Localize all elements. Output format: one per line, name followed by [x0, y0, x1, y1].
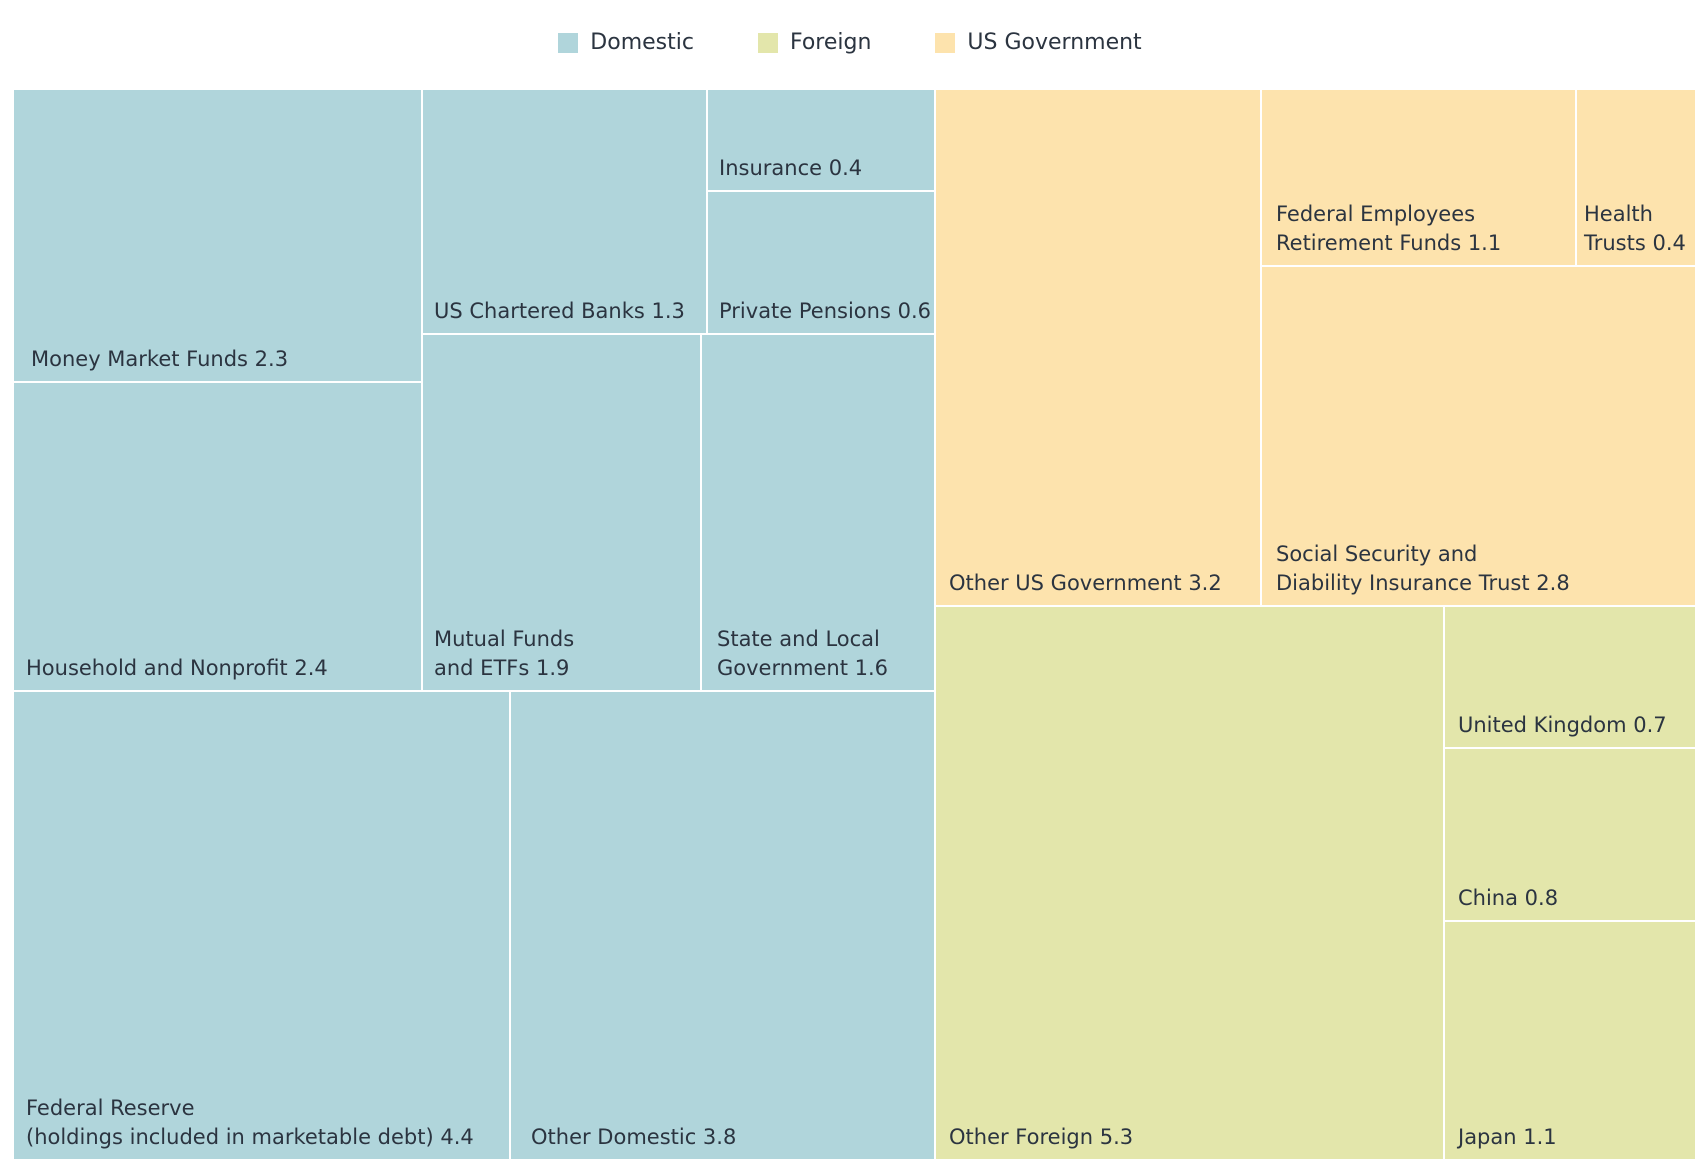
tile-mutual-funds-and-etfs: Mutual Funds and ETFs 1.9: [421, 333, 702, 692]
tile-label-money-market-funds: Money Market Funds 2.3: [31, 347, 288, 371]
legend-swatch-domestic: [558, 32, 579, 53]
tile-insurance: Insurance 0.4: [706, 88, 936, 192]
legend-item-foreign: Foreign: [757, 30, 872, 55]
tile-label-japan: Japan 1.1: [1456, 1125, 1557, 1149]
tile-label-household-and-nonprofit: Household and Nonprofit 2.4: [26, 656, 328, 680]
tile-label-health-trusts-line-2: Trusts 0.4: [1583, 231, 1686, 255]
chart-legend: Domestic Foreign US Government: [0, 30, 1700, 55]
tile-rect-household-and-nonprofit: [12, 381, 423, 692]
tile-other-foreign: Other Foreign 5.3: [934, 605, 1445, 1161]
tile-rect-other-domestic: [509, 690, 936, 1161]
tile-rect-united-kingdom: [1443, 605, 1697, 749]
tile-label-other-domestic: Other Domestic 3.8: [531, 1125, 736, 1149]
tile-household-and-nonprofit: Household and Nonprofit 2.4: [12, 381, 423, 692]
legend-item-us-government: US Government: [935, 30, 1142, 55]
tile-rect-mutual-funds-and-etfs: [421, 333, 702, 692]
tile-rect-money-market-funds: [12, 88, 423, 383]
tile-rect-japan: [1443, 920, 1697, 1161]
tile-label-federal-reserve-line-1: Federal Reserve: [26, 1096, 195, 1120]
tile-us-chartered-banks: US Chartered Banks 1.3: [421, 88, 708, 335]
tile-label-china: China 0.8: [1458, 886, 1558, 910]
tile-rect-china: [1443, 747, 1697, 922]
tile-japan: Japan 1.1: [1443, 920, 1697, 1161]
legend-swatch-us-government: [935, 32, 956, 53]
tile-label-state-and-local-government-line-2: Government 1.6: [717, 656, 888, 680]
tile-label-federal-reserve-line-2: (holdings included in marketable debt) 4…: [26, 1125, 474, 1149]
tile-label-health-trusts-line-1: Health: [1584, 202, 1653, 226]
tile-label-social-security-and-disability-insurance-trust-line-1: Social Security and: [1276, 542, 1477, 566]
tile-label-united-kingdom: United Kingdom 0.7: [1458, 713, 1667, 737]
tile-federal-reserve: Federal Reserve (holdings included in mar…: [12, 690, 511, 1161]
tile-state-and-local-government: State and Local Government 1.6: [700, 333, 936, 692]
tile-private-pensions: Private Pensions 0.6: [706, 190, 936, 335]
tile-other-domestic: Other Domestic 3.8: [509, 690, 936, 1161]
tile-money-market-funds: Money Market Funds 2.3: [12, 88, 423, 383]
tile-label-state-and-local-government-line-1: State and Local: [717, 627, 880, 651]
tile-rect-other-us-government: [934, 88, 1262, 607]
tile-health-trusts: Health Trusts 0.4: [1575, 88, 1697, 267]
tile-label-other-us-government: Other US Government 3.2: [949, 571, 1222, 595]
tile-rect-health-trusts: [1575, 88, 1697, 267]
tile-label-insurance: Insurance 0.4: [719, 156, 862, 180]
tile-china: China 0.8: [1443, 747, 1697, 922]
tile-label-other-foreign: Other Foreign 5.3: [949, 1125, 1133, 1149]
tile-federal-employees-retirement-funds: Federal Employees Retirement Funds 1.1: [1260, 88, 1577, 267]
tile-rect-federal-reserve: [12, 690, 511, 1161]
legend-label-foreign: Foreign: [789, 30, 872, 55]
tile-rect-social-security-and-disability-insurance-trust: [1260, 265, 1697, 607]
tile-rect-us-chartered-banks: [421, 88, 708, 335]
legend-label-us-government: US Government: [967, 30, 1142, 55]
legend-swatch-foreign: [757, 32, 778, 53]
tile-label-us-chartered-banks: US Chartered Banks 1.3: [434, 299, 685, 323]
tile-label-mutual-funds-and-etfs-line-1: Mutual Funds: [434, 627, 574, 651]
tile-social-security-and-disability-insurance-trust: Social Security and Diability Insurance T…: [1260, 265, 1697, 607]
tile-label-federal-employees-retirement-funds-line-2: Retirement Funds 1.1: [1276, 231, 1501, 255]
tile-united-kingdom: United Kingdom 0.7: [1443, 605, 1697, 749]
tile-label-private-pensions: Private Pensions 0.6: [719, 299, 931, 323]
legend-item-domestic: Domestic: [558, 30, 694, 55]
tile-other-us-government: Other US Government 3.2: [934, 88, 1262, 607]
tile-label-federal-employees-retirement-funds-line-1: Federal Employees: [1276, 202, 1475, 226]
tile-rect-federal-employees-retirement-funds: [1260, 88, 1577, 267]
tile-rect-other-foreign: [934, 605, 1445, 1161]
tile-label-social-security-and-disability-insurance-trust-line-2: Diability Insurance Trust 2.8: [1276, 571, 1570, 595]
tile-label-mutual-funds-and-etfs-line-2: and ETFs 1.9: [434, 656, 569, 680]
legend-label-domestic: Domestic: [590, 30, 694, 55]
